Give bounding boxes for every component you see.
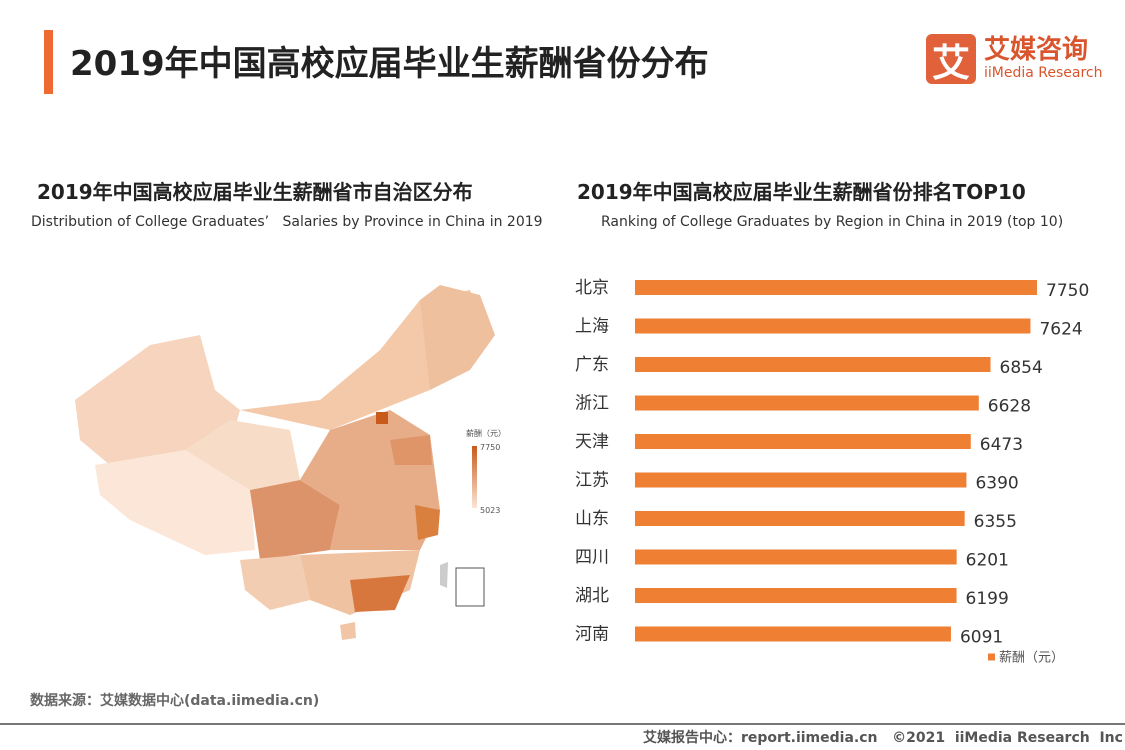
bar-chart: 北京 7750 上海 7624 广东 6854 浙江 6628 天津 6473 江苏 6390 山东 63… xyxy=(575,278,1089,666)
region-beijing xyxy=(376,412,388,424)
bar-value-label: 6201 xyxy=(966,551,1009,571)
data-source: 数据来源：艾媒数据中心(data.iimedia.cn) xyxy=(30,693,320,709)
bar xyxy=(635,395,979,411)
legend-swatch xyxy=(988,653,995,661)
footer-divider xyxy=(0,723,1125,725)
bar-value-label: 6473 xyxy=(980,435,1023,455)
bar xyxy=(635,511,965,526)
region-taiwan xyxy=(440,562,448,588)
bar xyxy=(635,549,957,565)
bar xyxy=(635,318,1031,334)
region-sichuan xyxy=(250,480,340,560)
legend-max: 7750 xyxy=(480,443,500,452)
region-zhejiang xyxy=(415,505,440,540)
bar-category-label: 广东 xyxy=(575,355,609,375)
bar-value-label: 6355 xyxy=(974,512,1017,532)
bar-category-label: 天津 xyxy=(575,432,609,452)
bar-value-label: 6390 xyxy=(975,474,1018,494)
bar xyxy=(635,434,971,449)
legend-min: 5023 xyxy=(480,506,500,515)
logo: 艾 艾媒咨询 iiMedia Research xyxy=(926,34,1103,85)
bar-value-label: 7750 xyxy=(1046,281,1089,301)
page-title: 2019年中国高校应届毕业生薪酬省份分布 xyxy=(70,44,709,84)
bar-category-label: 北京 xyxy=(575,278,609,298)
bar-value-label: 6091 xyxy=(960,628,1003,648)
bar xyxy=(635,588,957,603)
bar-category-label: 河南 xyxy=(575,625,609,645)
bar-category-label: 湖北 xyxy=(575,586,609,606)
region-xinjiang xyxy=(75,335,240,465)
bar xyxy=(635,472,967,488)
region-yunnan xyxy=(240,555,310,610)
logo-en: iiMedia Research xyxy=(984,65,1103,81)
bar-value-label: 6199 xyxy=(966,589,1009,609)
bar-value-label: 6854 xyxy=(1000,358,1043,378)
title-accent-bar xyxy=(44,30,53,94)
bar-subtitle: Ranking of College Graduates by Region i… xyxy=(601,214,1064,230)
region-northeast xyxy=(420,285,495,390)
bar-category-label: 上海 xyxy=(575,317,609,337)
china-map: 薪酬（元） 7750 5023 xyxy=(75,285,506,640)
logo-mark: 艾 xyxy=(926,34,976,85)
bar xyxy=(635,280,1037,295)
bar-value-label: 6628 xyxy=(988,397,1031,417)
bar-category-label: 山东 xyxy=(575,509,609,529)
legend-label: 薪酬（元） xyxy=(999,651,1064,666)
bar xyxy=(635,357,991,372)
map-title: 2019年中国高校应届毕业生薪酬省市自治区分布 xyxy=(37,180,473,204)
region-shandong xyxy=(390,435,432,465)
legend-gradient xyxy=(472,446,477,508)
logo-cn: 艾媒咨询 xyxy=(984,35,1089,65)
map-subtitle: Distribution of College Graduates’ Salar… xyxy=(31,214,543,230)
bar-category-label: 浙江 xyxy=(575,394,609,414)
region-tibet xyxy=(95,450,255,555)
region-hainan xyxy=(340,622,356,640)
region-guangdong xyxy=(350,575,410,612)
bar-category-label: 四川 xyxy=(575,548,609,568)
bar-category-label: 江苏 xyxy=(575,471,609,491)
region-qinghai xyxy=(185,420,300,490)
bar-value-label: 7624 xyxy=(1039,320,1082,340)
bar-title: 2019年中国高校应届毕业生薪酬省份排名TOP10 xyxy=(577,180,1026,204)
south-china-sea-inset xyxy=(455,567,485,607)
legend-title: 薪酬（元） xyxy=(466,428,506,438)
bar xyxy=(635,626,951,642)
footer-copyright: 艾媒报告中心：report.iimedia.cn ©2021 iiMedia R… xyxy=(643,730,1123,746)
